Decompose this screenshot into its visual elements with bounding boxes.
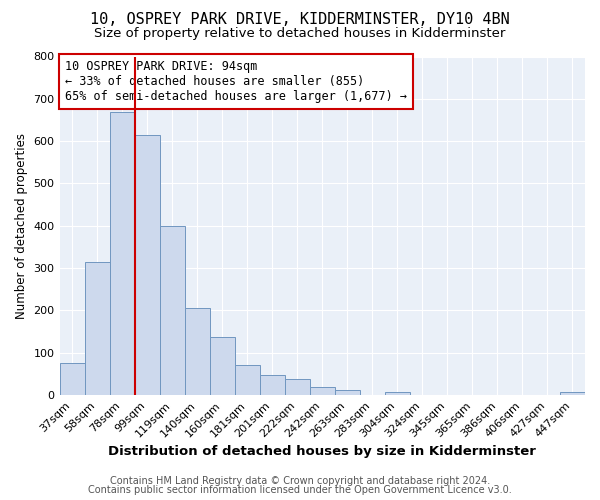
Text: 10, OSPREY PARK DRIVE, KIDDERMINSTER, DY10 4BN: 10, OSPREY PARK DRIVE, KIDDERMINSTER, DY… — [90, 12, 510, 28]
Bar — [85, 262, 110, 395]
Bar — [160, 226, 185, 395]
Bar — [310, 386, 335, 395]
Bar — [335, 390, 360, 395]
Bar — [59, 364, 85, 395]
Text: 10 OSPREY PARK DRIVE: 94sqm
← 33% of detached houses are smaller (855)
65% of se: 10 OSPREY PARK DRIVE: 94sqm ← 33% of det… — [65, 60, 407, 103]
Bar — [285, 380, 310, 395]
Text: Size of property relative to detached houses in Kidderminster: Size of property relative to detached ho… — [94, 28, 506, 40]
Bar — [260, 375, 285, 395]
Y-axis label: Number of detached properties: Number of detached properties — [15, 133, 28, 319]
Text: Contains public sector information licensed under the Open Government Licence v3: Contains public sector information licen… — [88, 485, 512, 495]
Bar — [134, 135, 160, 395]
Bar — [560, 392, 585, 395]
Bar — [235, 366, 260, 395]
Bar — [185, 308, 209, 395]
X-axis label: Distribution of detached houses by size in Kidderminster: Distribution of detached houses by size … — [109, 444, 536, 458]
Bar — [110, 112, 134, 395]
Bar — [209, 337, 235, 395]
Bar — [385, 392, 410, 395]
Text: Contains HM Land Registry data © Crown copyright and database right 2024.: Contains HM Land Registry data © Crown c… — [110, 476, 490, 486]
